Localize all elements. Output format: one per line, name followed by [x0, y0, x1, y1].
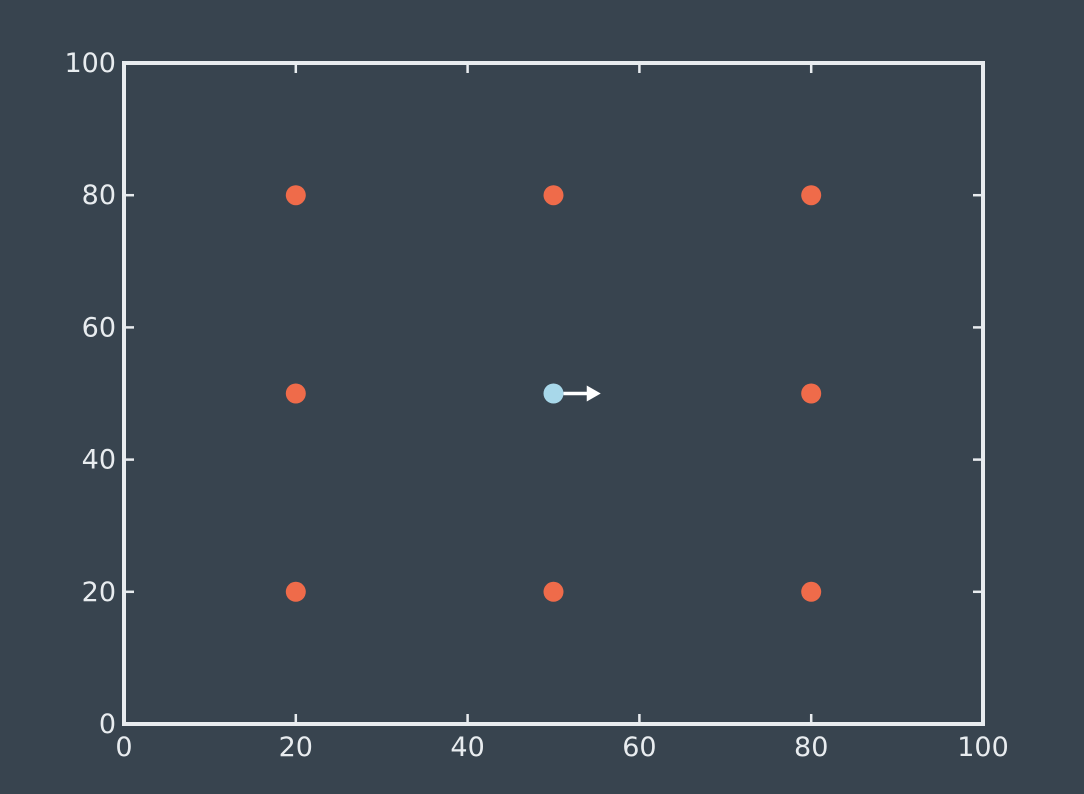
plot-frame	[122, 61, 985, 726]
data-point-series1-50-50	[543, 383, 564, 404]
y-tick-label: 20	[82, 577, 116, 608]
data-point-series0-50-80	[543, 185, 564, 206]
data-point-series0-80-50	[801, 383, 822, 404]
x-tick-label: 20	[279, 732, 313, 763]
y-tick-label: 0	[99, 709, 116, 740]
arrow-head	[586, 385, 601, 402]
y-tick-label: 100	[64, 48, 116, 79]
points-layer	[285, 185, 822, 602]
annotations-layer	[563, 385, 601, 402]
y-tick-label: 40	[82, 445, 116, 476]
data-point-series0-20-20	[285, 581, 306, 602]
data-point-series0-80-20	[801, 581, 822, 602]
tick-labels-layer: 0 20 40 60 80 100 0 20 40 60 80 100	[64, 48, 1008, 763]
data-point-series0-50-20	[543, 581, 564, 602]
x-tick-label: 80	[794, 732, 828, 763]
data-point-series0-80-80	[801, 185, 822, 206]
x-tick-label: 40	[450, 732, 484, 763]
y-tick-label: 60	[82, 312, 116, 343]
x-tick-label: 100	[957, 732, 1009, 763]
data-point-series0-20-50	[285, 383, 306, 404]
x-tick-label: 0	[115, 732, 132, 763]
data-point-series0-20-80	[285, 185, 306, 206]
x-tick-label: 60	[622, 732, 656, 763]
y-tick-label: 80	[82, 180, 116, 211]
